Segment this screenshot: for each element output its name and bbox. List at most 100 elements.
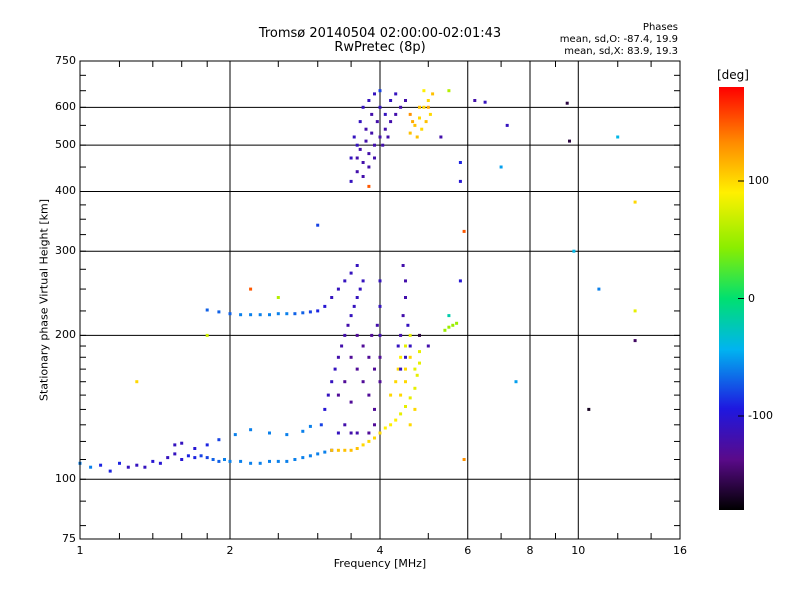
data-point [349, 448, 353, 452]
data-point [399, 333, 403, 337]
y-tick-label: 300 [55, 244, 76, 258]
data-point [426, 99, 430, 102]
data-point [399, 393, 403, 397]
data-point [422, 89, 426, 93]
data-point [330, 448, 334, 452]
data-point [458, 161, 462, 164]
data-point [346, 323, 350, 327]
data-point [258, 313, 262, 317]
data-point [420, 127, 424, 131]
data-point [316, 452, 320, 456]
data-point [217, 438, 221, 442]
data-point [330, 380, 334, 384]
data-point [418, 116, 421, 120]
data-point [378, 333, 382, 337]
data-point [367, 431, 371, 435]
data-point [193, 456, 197, 460]
data-point [413, 123, 417, 127]
data-point [217, 459, 221, 463]
data-point [408, 344, 412, 348]
data-point [355, 170, 359, 174]
data-point [205, 456, 209, 460]
data-point [447, 325, 451, 329]
data-point [173, 443, 177, 447]
data-point [336, 393, 340, 397]
data-point [126, 465, 130, 469]
data-point [401, 264, 405, 267]
data-point [352, 304, 356, 308]
data-point [499, 165, 503, 169]
data-point [355, 296, 359, 299]
data-point [293, 312, 297, 316]
data-point [205, 333, 209, 337]
data-point [151, 459, 155, 463]
data-point [349, 271, 353, 275]
data-point [135, 463, 139, 467]
data-point [394, 380, 398, 384]
data-point [293, 458, 297, 461]
data-point [505, 123, 509, 127]
data-point [301, 456, 305, 460]
data-point [330, 296, 334, 299]
data-point [364, 127, 368, 131]
data-point [349, 400, 353, 404]
data-point [378, 431, 382, 435]
data-point [239, 313, 243, 317]
data-point [308, 454, 312, 458]
data-point [375, 323, 379, 327]
data-point [228, 459, 232, 463]
data-point [316, 309, 320, 313]
data-point [193, 447, 197, 450]
chart-subtitle: RwPretec (8p) [334, 40, 426, 55]
data-point [378, 279, 382, 283]
data-point [258, 461, 262, 465]
data-point [483, 100, 487, 104]
data-point [396, 367, 400, 371]
data-point [343, 380, 347, 384]
data-point [343, 448, 347, 452]
data-point [616, 135, 620, 139]
data-point [458, 279, 462, 283]
data-point [404, 99, 407, 102]
colorbar-tick-label: 100 [748, 174, 769, 187]
data-point [205, 308, 209, 312]
data-point [418, 333, 421, 337]
data-point [135, 380, 139, 384]
data-point [336, 431, 340, 435]
data-point [408, 333, 412, 337]
data-point [378, 105, 382, 109]
data-point [378, 304, 382, 308]
data-point [418, 361, 421, 365]
data-point [319, 423, 323, 427]
data-point [389, 423, 393, 427]
data-point [451, 323, 455, 327]
data-point [276, 296, 280, 299]
data-point [158, 461, 162, 465]
y-tick-label: 750 [55, 54, 76, 67]
data-point [396, 344, 400, 348]
data-point [418, 105, 421, 109]
data-point [367, 152, 371, 156]
data-point [462, 458, 466, 461]
data-point [413, 386, 417, 390]
data-point [326, 393, 330, 397]
data-point [383, 127, 387, 131]
data-point [180, 458, 184, 461]
data-point [572, 249, 576, 253]
data-point [343, 333, 347, 337]
data-point [375, 120, 379, 124]
data-point [228, 312, 232, 316]
x-axis-label: Frequency [MHz] [333, 557, 427, 570]
grid-layer [80, 61, 680, 539]
y-tick-label: 100 [55, 472, 76, 486]
data-point [373, 92, 376, 96]
data-point [355, 333, 359, 337]
phase-mean-x: mean, sd,X: 83.9, 19.3 [564, 46, 678, 57]
y-tick-label: 500 [55, 138, 76, 152]
data-point [239, 459, 243, 463]
data-point [336, 287, 340, 291]
data-point [424, 120, 428, 124]
data-point [358, 147, 362, 151]
data-point [399, 355, 403, 359]
data-point [404, 296, 407, 299]
